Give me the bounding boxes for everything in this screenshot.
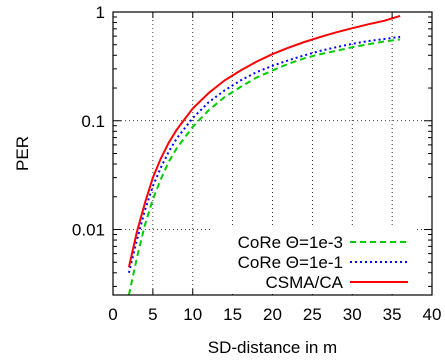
- x-tick-label: 15: [223, 305, 242, 324]
- tick-labels: 0 5 10 15 20 25 30 35 40 0.01 0.1 1: [72, 3, 442, 324]
- series-layer: [127, 14, 401, 296]
- x-tick-label: 40: [423, 305, 442, 324]
- x-tick-label: 20: [263, 305, 282, 324]
- y-tick-label: 1: [96, 3, 105, 22]
- legend-label-0: CoRe Θ=1e-3: [238, 233, 343, 252]
- x-tick-label: 30: [343, 305, 362, 324]
- legend-label-1: CoRe Θ=1e-1: [238, 253, 343, 272]
- series-line-0: [127, 38, 401, 296]
- x-tick-label: 35: [383, 305, 402, 324]
- x-tick-label: 0: [108, 305, 117, 324]
- x-tick-label: 10: [183, 305, 202, 324]
- y-tick-label: 0.1: [81, 112, 105, 131]
- legend-label-2: CSMA/CA: [266, 273, 344, 292]
- x-tick-label: 5: [148, 305, 157, 324]
- y-tick-label: 0.01: [72, 221, 105, 240]
- series-line-1: [127, 35, 401, 274]
- series-line-2: [127, 14, 401, 268]
- x-tick-label: 25: [303, 305, 322, 324]
- x-axis-title: SD-distance in m: [208, 338, 337, 357]
- y-axis-title: PER: [13, 136, 32, 171]
